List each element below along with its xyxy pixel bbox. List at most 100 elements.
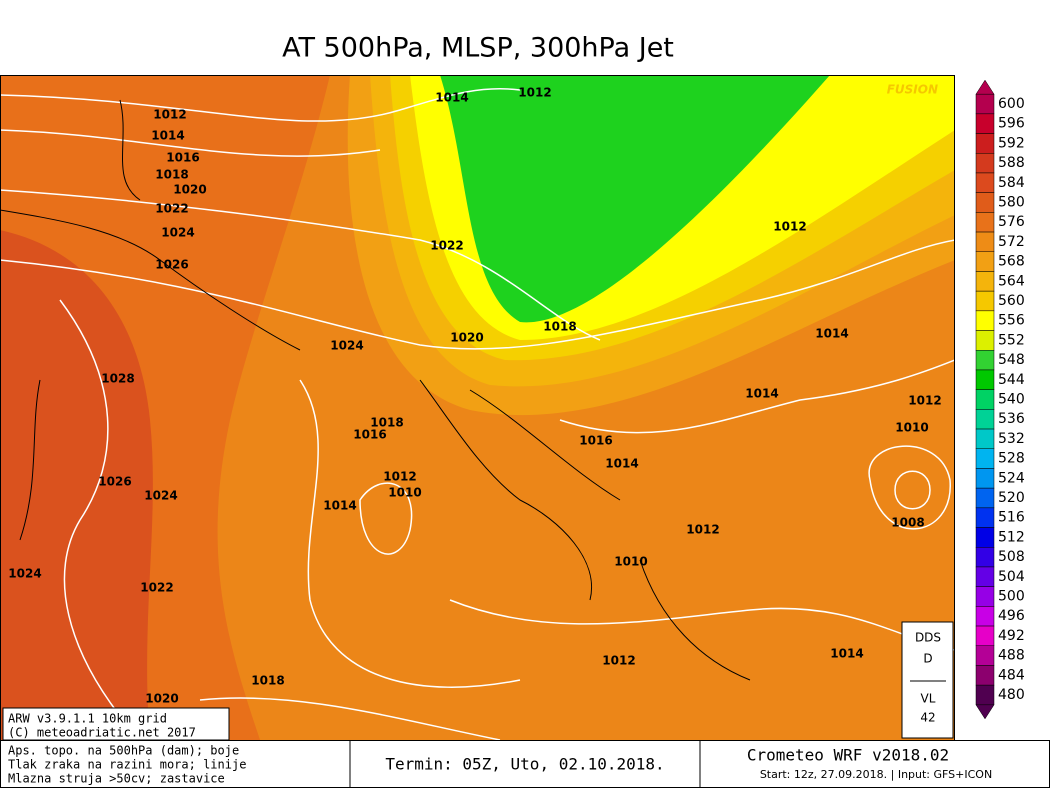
colorbar-cell bbox=[975, 684, 995, 706]
colorbar-arrow bbox=[975, 79, 995, 95]
isobar-label: 1012 bbox=[908, 394, 941, 408]
model-info: (C) meteoadriatic.net 2017 bbox=[8, 726, 196, 740]
isobar-label: 1020 bbox=[450, 331, 483, 345]
isobar-label: 1016 bbox=[353, 428, 386, 442]
colorbar-label: 508 bbox=[998, 549, 1025, 565]
isobar-label: 1012 bbox=[686, 523, 719, 537]
colorbar-cell bbox=[975, 133, 995, 154]
isobar bbox=[868, 445, 951, 530]
colorbar-cell bbox=[975, 586, 995, 607]
isobar-label: 1012 bbox=[773, 220, 806, 234]
colorbar-label: 524 bbox=[998, 470, 1025, 486]
field-580 bbox=[0, 230, 153, 740]
isobar-label: 1024 bbox=[161, 226, 194, 240]
colorbar-label: 560 bbox=[998, 293, 1025, 309]
isobar bbox=[0, 239, 955, 350]
isobar-label: 1014 bbox=[605, 457, 638, 471]
colorbar-cell bbox=[975, 93, 995, 115]
isobar bbox=[59, 299, 141, 740]
colorbar-label: 576 bbox=[998, 214, 1025, 230]
isobar bbox=[0, 129, 381, 157]
colorbar-cell bbox=[975, 566, 995, 587]
isobar-label: 1014 bbox=[435, 91, 468, 105]
field-548 bbox=[440, 75, 830, 323]
colorbar-label: 564 bbox=[998, 273, 1025, 289]
isobar-label: 1026 bbox=[98, 475, 131, 489]
colorbar: 600 596 592 588 584 580 576 572 568 564 560 556 552 5… bbox=[975, 79, 1025, 720]
colorbar-label: 532 bbox=[998, 431, 1025, 447]
colorbar-cell bbox=[975, 645, 995, 666]
colorbar-cell bbox=[975, 665, 995, 686]
station-text: VL bbox=[921, 692, 936, 706]
isobar-label: 1024 bbox=[8, 567, 41, 581]
colorbar-cell bbox=[975, 428, 995, 449]
colorbar-cell bbox=[975, 448, 995, 469]
isobar bbox=[199, 697, 501, 740]
colorbar-label: 536 bbox=[998, 411, 1025, 427]
colorbar-label: 544 bbox=[998, 372, 1025, 388]
colorbar-label: 572 bbox=[998, 234, 1025, 250]
colorbar-cell bbox=[975, 409, 995, 430]
colorbar-label: 488 bbox=[998, 648, 1025, 664]
colorbar-cell bbox=[975, 468, 995, 489]
colorbar-cell bbox=[975, 330, 995, 351]
isobar bbox=[299, 379, 521, 688]
colorbar-cell bbox=[975, 527, 995, 548]
colorbar-cell bbox=[975, 310, 995, 331]
isobar-label: 1018 bbox=[543, 320, 576, 334]
isobar-label: 1012 bbox=[518, 86, 551, 100]
map: 1012101410161018102010221024102610281026… bbox=[0, 75, 955, 740]
start-info: Start: 12z, 27.09.2018. | Input: GFS+ICO… bbox=[760, 768, 992, 781]
colorbar-label: 580 bbox=[998, 195, 1025, 211]
colorbar-label: 516 bbox=[998, 510, 1025, 526]
isobar-label: 1018 bbox=[155, 168, 188, 182]
isobar-label: 1022 bbox=[430, 239, 463, 253]
colorbar-cell bbox=[975, 113, 995, 134]
watermark: FUSION bbox=[887, 83, 938, 97]
colorbar-label: 592 bbox=[998, 135, 1025, 151]
run-time: Termin: 05Z, Uto, 02.10.2018. bbox=[385, 755, 664, 774]
isobar-label: 1016 bbox=[166, 151, 199, 165]
legend-line: Aps. topo. na 500hPa (dam); boje bbox=[8, 744, 239, 758]
isobar-label: 1008 bbox=[891, 516, 924, 530]
colorbar-cell bbox=[975, 212, 995, 233]
colorbar-cell bbox=[975, 389, 995, 410]
colorbar-label: 528 bbox=[998, 451, 1025, 467]
colorbar-cell bbox=[975, 350, 995, 371]
colorbar-label: 588 bbox=[998, 155, 1025, 171]
legend-line: Tlak zraka na razini mora; linije bbox=[8, 758, 246, 772]
station-text: D bbox=[923, 652, 932, 666]
colorbar-cell bbox=[975, 251, 995, 272]
colorbar-label: 480 bbox=[998, 687, 1025, 703]
colorbar-label: 584 bbox=[998, 175, 1025, 191]
isobar-label: 1016 bbox=[579, 434, 612, 448]
colorbar-label: 568 bbox=[998, 254, 1025, 270]
model-info-box bbox=[2, 707, 230, 741]
colorbar-cell bbox=[975, 192, 995, 213]
isobar-label: 1028 bbox=[101, 372, 134, 386]
isobar-label: 1024 bbox=[330, 339, 363, 353]
colorbar-label: 492 bbox=[998, 628, 1025, 644]
isobar-label: 1010 bbox=[614, 555, 647, 569]
colorbar-cell bbox=[975, 606, 995, 627]
colorbar-label: 520 bbox=[998, 490, 1025, 506]
colorbar-cell bbox=[975, 290, 995, 312]
colorbar-arrow bbox=[975, 704, 995, 720]
isobar-label: 1018 bbox=[251, 674, 284, 688]
station-text: DDS bbox=[915, 631, 941, 645]
colorbar-label: 596 bbox=[998, 116, 1025, 132]
isobar-label: 1014 bbox=[323, 499, 356, 513]
isobar-label: 1012 bbox=[602, 654, 635, 668]
isobar-label: 1014 bbox=[815, 327, 848, 341]
colorbar-cell bbox=[975, 507, 995, 528]
coastline bbox=[0, 99, 751, 681]
colorbar-cell bbox=[975, 625, 995, 646]
colorbar-cell bbox=[975, 231, 995, 253]
colorbar-label: 552 bbox=[998, 332, 1025, 348]
colorbar-label: 540 bbox=[998, 392, 1025, 408]
isobar bbox=[449, 599, 955, 651]
colorbar-label: 504 bbox=[998, 569, 1025, 585]
isobar-label: 1018 bbox=[370, 416, 403, 430]
isobar-label: 1014 bbox=[745, 387, 778, 401]
